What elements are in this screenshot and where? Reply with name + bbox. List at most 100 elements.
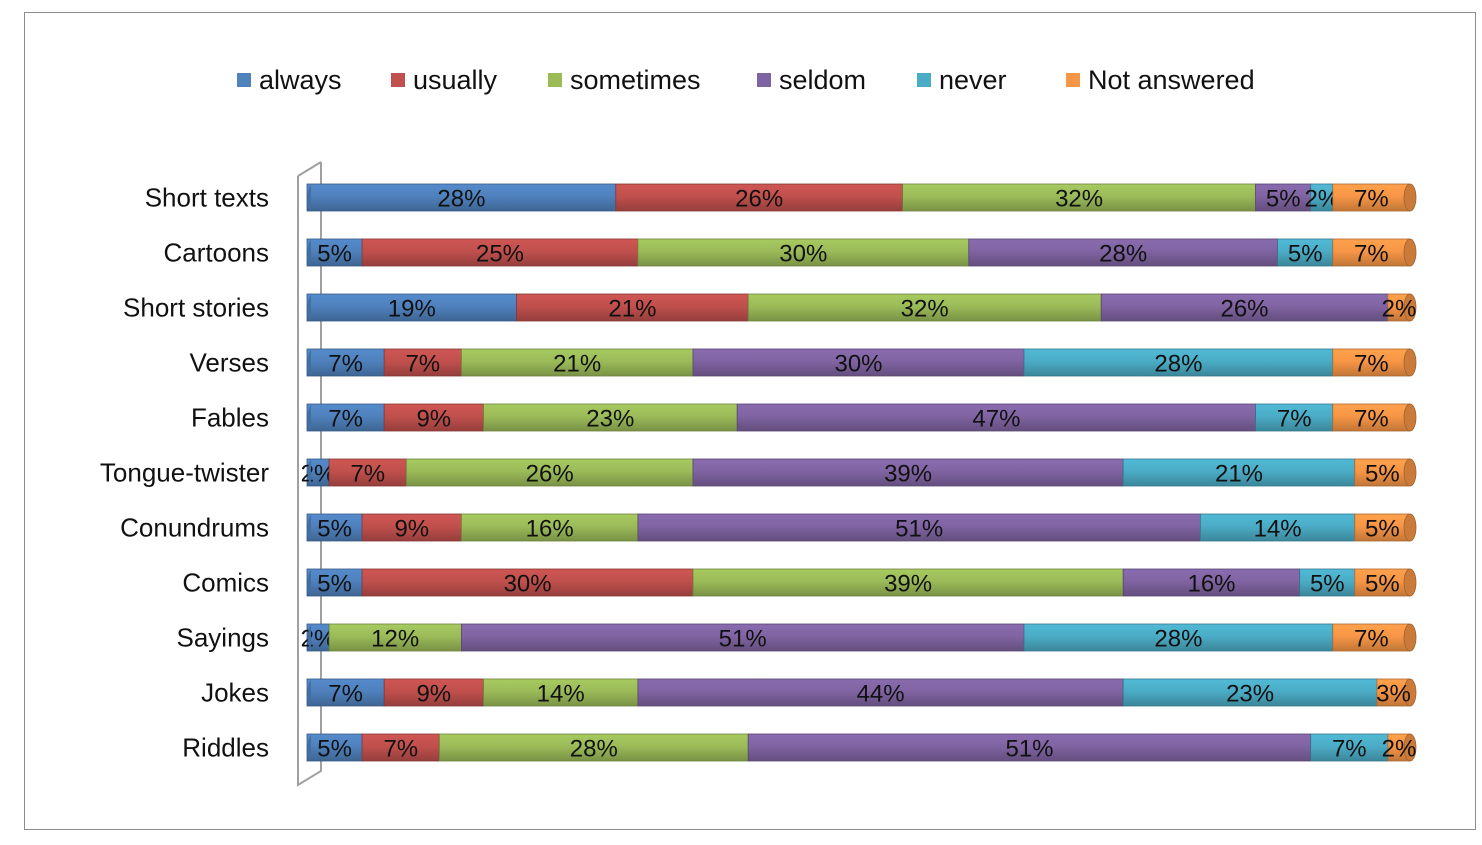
category-label: Fables	[191, 403, 269, 433]
bar-segment	[1332, 183, 1411, 212]
bar-start-cap	[307, 624, 311, 651]
category-label: Comics	[182, 568, 269, 598]
data-label: 51%	[1005, 736, 1053, 763]
bar-segment	[383, 403, 484, 432]
bar-segment	[383, 678, 484, 707]
category-label: Tongue-twister	[100, 458, 269, 488]
data-label: 2%	[1382, 296, 1417, 323]
bar-segment	[328, 623, 462, 652]
data-label: 5%	[317, 516, 352, 543]
data-label: 28%	[437, 186, 485, 213]
data-label: 7%	[1354, 626, 1389, 653]
bar-segment	[306, 733, 363, 762]
data-label: 7%	[1354, 406, 1389, 433]
bar-segment	[306, 403, 385, 432]
category-label: Cartoons	[164, 238, 270, 268]
data-label: 7%	[1332, 736, 1367, 763]
data-label: 5%	[1365, 516, 1400, 543]
legend-swatch	[237, 73, 251, 87]
data-label: 30%	[779, 241, 827, 268]
data-label: 7%	[350, 461, 385, 488]
bar-start-cap	[307, 679, 311, 706]
data-label: 5%	[317, 736, 352, 763]
legend-label: seldom	[779, 64, 867, 95]
data-label: 23%	[1226, 681, 1274, 708]
legend-label: sometimes	[570, 64, 701, 95]
legend-swatch	[1066, 73, 1080, 87]
data-label: 12%	[371, 626, 419, 653]
data-label: 7%	[405, 351, 440, 378]
bar-segment	[615, 183, 903, 212]
data-label: 5%	[1365, 571, 1400, 598]
legend-label: always	[259, 64, 342, 95]
data-label: 5%	[1365, 461, 1400, 488]
category-label: Short texts	[145, 183, 269, 213]
data-label: 7%	[1354, 186, 1389, 213]
category-label: Conundrums	[120, 513, 269, 543]
bar-segment	[405, 458, 694, 487]
data-label: 5%	[1288, 241, 1323, 268]
data-label: 7%	[328, 681, 363, 708]
data-label: 21%	[553, 351, 601, 378]
category-label: Sayings	[177, 623, 270, 653]
bar-segment	[736, 403, 1257, 432]
bar-segment	[1255, 183, 1312, 212]
bar-segment	[460, 623, 1025, 652]
data-label: 32%	[1055, 186, 1103, 213]
bar-segment	[1200, 513, 1356, 542]
data-label: 5%	[1310, 571, 1345, 598]
bar-segment	[637, 678, 1124, 707]
legend-item: always	[237, 62, 342, 98]
bar-segment	[1122, 458, 1356, 487]
data-label: 16%	[526, 516, 574, 543]
bar-segment	[968, 238, 1278, 267]
data-label: 32%	[901, 296, 949, 323]
data-label: 21%	[608, 296, 656, 323]
legend-label: never	[939, 64, 1007, 95]
bar-segment	[1332, 623, 1411, 652]
data-label: 28%	[1099, 241, 1147, 268]
category-label: Jokes	[201, 678, 269, 708]
data-label: 39%	[884, 571, 932, 598]
data-label: 7%	[1354, 351, 1389, 378]
data-label: 28%	[1154, 626, 1202, 653]
legend-item: seldom	[757, 62, 866, 98]
bar-end-cap	[1403, 458, 1417, 487]
bar-segment	[1023, 623, 1334, 652]
legend-item: sometimes	[548, 62, 701, 98]
bar-end-cap	[1403, 348, 1417, 377]
legend-swatch	[917, 73, 931, 87]
bar-segment	[361, 238, 639, 267]
bar-start-cap	[307, 239, 311, 266]
bar-end-cap	[1403, 403, 1417, 432]
bar-segment	[361, 733, 440, 762]
bar-end-cap	[1403, 678, 1417, 707]
bar-segment	[1122, 678, 1378, 707]
data-label: 16%	[1187, 571, 1235, 598]
bar-segment	[306, 568, 363, 597]
data-label: 5%	[317, 241, 352, 268]
legend-item: never	[917, 62, 1007, 98]
data-label: 14%	[537, 681, 585, 708]
legend-label: usually	[413, 64, 498, 95]
data-label: 21%	[1215, 461, 1263, 488]
bar-segment	[328, 458, 407, 487]
bar-segment	[361, 513, 462, 542]
data-label: 44%	[857, 681, 905, 708]
bar-end-cap	[1403, 623, 1417, 652]
data-label: 9%	[394, 516, 429, 543]
bar-segment	[902, 183, 1256, 212]
category-label: Riddles	[182, 733, 269, 763]
bar-segment	[1354, 458, 1411, 487]
legend-swatch	[548, 73, 562, 87]
legend-swatch	[391, 73, 405, 87]
bar-segment	[1310, 733, 1389, 762]
data-label: 7%	[328, 351, 363, 378]
bar-segment	[438, 733, 749, 762]
data-label: 3%	[1376, 681, 1411, 708]
data-label: 28%	[570, 736, 618, 763]
bar-segment	[306, 678, 385, 707]
bar-start-cap	[307, 349, 311, 376]
bar-segment	[383, 348, 462, 377]
